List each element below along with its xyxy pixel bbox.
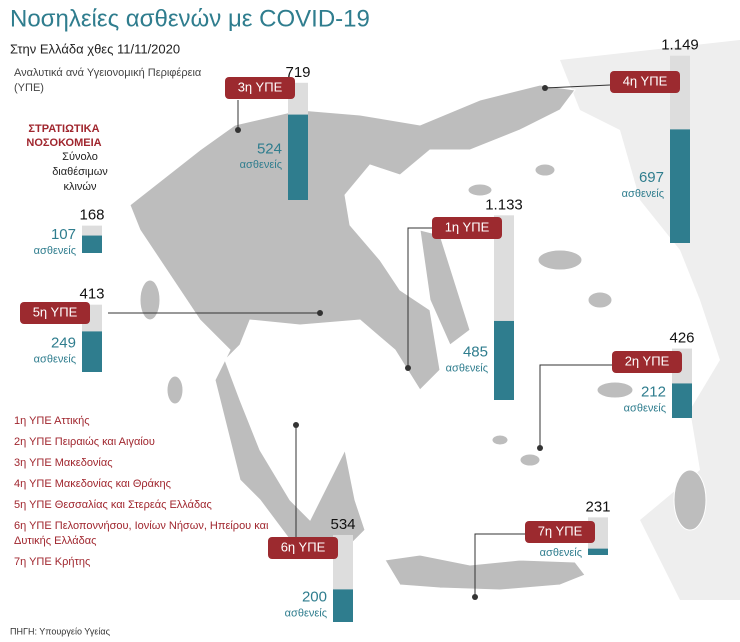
capacity-label: 534: [330, 516, 355, 533]
capacity-label: 1.149: [661, 37, 699, 54]
capacity-label: 1.133: [485, 196, 523, 213]
category-box: [225, 77, 295, 99]
legend-item: 1η ΥΠΕ Αττικής: [14, 415, 90, 427]
legend-item: 4η ΥΠΕ Μακεδονίας και Θράκης: [14, 478, 171, 490]
category-box: [610, 71, 680, 93]
map: [129, 40, 740, 600]
capacity-label: Σύνολο διαθέσιμων κλινών: [52, 151, 108, 193]
category-box: [525, 521, 595, 543]
category-box: [612, 351, 682, 373]
patients-label: 485: [463, 343, 488, 360]
patients-label: 212: [641, 384, 666, 401]
patients-bar: [82, 331, 102, 372]
patients-unit: ασθενείς: [240, 159, 282, 171]
patients-label: 200: [302, 589, 327, 606]
patients-bar: [670, 129, 690, 243]
source: ΠΗΓΗ: Υπουργείο Υγείας: [10, 626, 111, 636]
leader-lines: [108, 84, 612, 597]
patients-bar: [672, 383, 692, 418]
category-label: 3η ΥΠΕ: [238, 79, 283, 94]
patients-unit: ασθενείς: [624, 403, 666, 415]
category-label: 5η ΥΠΕ: [33, 304, 78, 319]
patients-label: 697: [639, 169, 664, 186]
note: Αναλυτικά ανά Υγειονομική Περιφέρεια (ΥΠ…: [14, 67, 202, 94]
patients-bar: [288, 114, 308, 200]
legend-item: 7η ΥΠΕ Κρήτης: [14, 556, 91, 568]
category-box: [432, 217, 502, 239]
category-box: [268, 537, 338, 559]
capacity-label: 231: [585, 498, 610, 515]
patients-bar: [333, 589, 353, 622]
patients-label: 524: [257, 140, 282, 157]
map-points: [235, 85, 548, 600]
category-label: 6η ΥΠΕ: [281, 539, 326, 554]
subtitle: Στην Ελλάδα χθες 11/11/2020: [10, 41, 180, 56]
patients-label: 249: [51, 335, 76, 352]
category-box: [20, 302, 90, 324]
title: Νοσηλείες ασθενών με COVID-19: [10, 5, 370, 32]
capacity-label: 168: [79, 207, 104, 224]
patients-unit: ασθενείς: [34, 354, 76, 366]
patients-label: 107: [51, 226, 76, 243]
patients-bar: [494, 320, 514, 400]
patients-unit: ασθενείς: [446, 362, 488, 374]
capacity-label: 426: [669, 330, 694, 347]
category-label: 4η ΥΠΕ: [623, 73, 668, 88]
capacity-label: 413: [79, 286, 104, 303]
capacity-label: 719: [285, 64, 310, 81]
patients-bar: [82, 235, 102, 253]
patients-unit: ασθενείς: [540, 547, 582, 559]
legend-item: 2η ΥΠΕ Πειραιώς και Αιγαίου: [14, 436, 155, 448]
category-label: 7η ΥΠΕ: [538, 523, 583, 538]
legend-item: 3η ΥΠΕ Μακεδονίας: [14, 457, 113, 469]
legend-item: 6η ΥΠΕ Πελοποννήσου, Ιονίων Νήσων, Ηπείρ…: [14, 520, 269, 547]
category-label: 2η ΥΠΕ: [625, 353, 670, 368]
category-label: 1η ΥΠΕ: [445, 219, 490, 234]
patients-unit: ασθενείς: [34, 245, 76, 257]
patients-unit: ασθενείς: [285, 608, 327, 620]
military-label: ΣΤΡΑΤΙΩΤΙΚΑ ΝΟΣΟΚΟΜΕΙΑ: [26, 123, 102, 149]
legend: 1η ΥΠΕ Αττικής 2η ΥΠΕ Πειραιώς και Αιγαίο…: [14, 414, 274, 576]
patients-bar: [588, 548, 608, 555]
patients-unit: ασθενείς: [622, 188, 664, 200]
legend-item: 5η ΥΠΕ Θεσσαλίας και Στερεάς Ελλάδας: [14, 499, 212, 511]
